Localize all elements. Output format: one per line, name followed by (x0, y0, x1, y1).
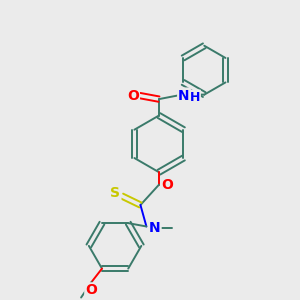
Text: O: O (127, 88, 139, 103)
Text: O: O (85, 284, 97, 297)
Text: S: S (110, 186, 120, 200)
Text: N: N (149, 221, 160, 235)
Text: H: H (190, 91, 200, 103)
Text: O: O (161, 178, 173, 192)
Text: N: N (178, 88, 190, 103)
